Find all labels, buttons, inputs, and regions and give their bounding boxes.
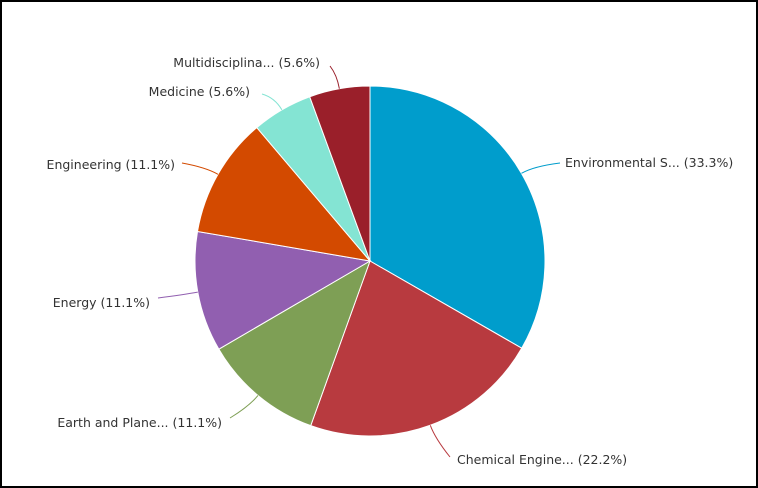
leader-line [181,162,219,175]
pie-slice [309,85,371,262]
pie-slice [369,85,546,349]
category-name: Medicine [149,84,205,99]
value-label: (11.1%) [126,157,175,172]
category-name: Environmental S... [565,155,680,170]
slice-label: Chemical Engine... (22.2%) [457,452,627,467]
category-name: Multidisciplina... [173,55,274,70]
value-label: (22.2%) [578,452,627,467]
slice-label: Earth and Plane... (11.1%) [57,415,222,430]
slice-label: Environmental S... (33.3%) [565,155,733,170]
slice-label: Energy (11.1%) [53,295,150,310]
category-name: Energy [53,295,97,310]
slice-label: Multidisciplina... (5.6%) [173,55,320,70]
leader-line [229,395,259,419]
slice-label: Engineering (11.1%) [47,157,175,172]
pie-slice [310,260,523,437]
slice-label: Medicine (5.6%) [149,84,250,99]
value-label: (11.1%) [101,295,150,310]
leader-line [521,162,561,174]
value-label: (5.6%) [278,55,320,70]
leader-line [429,425,451,458]
value-label: (11.1%) [173,415,222,430]
value-label: (33.3%) [684,155,733,170]
leader-line [157,291,198,299]
leader-line [261,93,283,111]
category-name: Chemical Engine... [457,452,574,467]
value-label: (5.6%) [208,84,250,99]
category-name: Engineering [47,157,122,172]
category-name: Earth and Plane... [57,415,168,430]
leader-line [329,65,340,89]
